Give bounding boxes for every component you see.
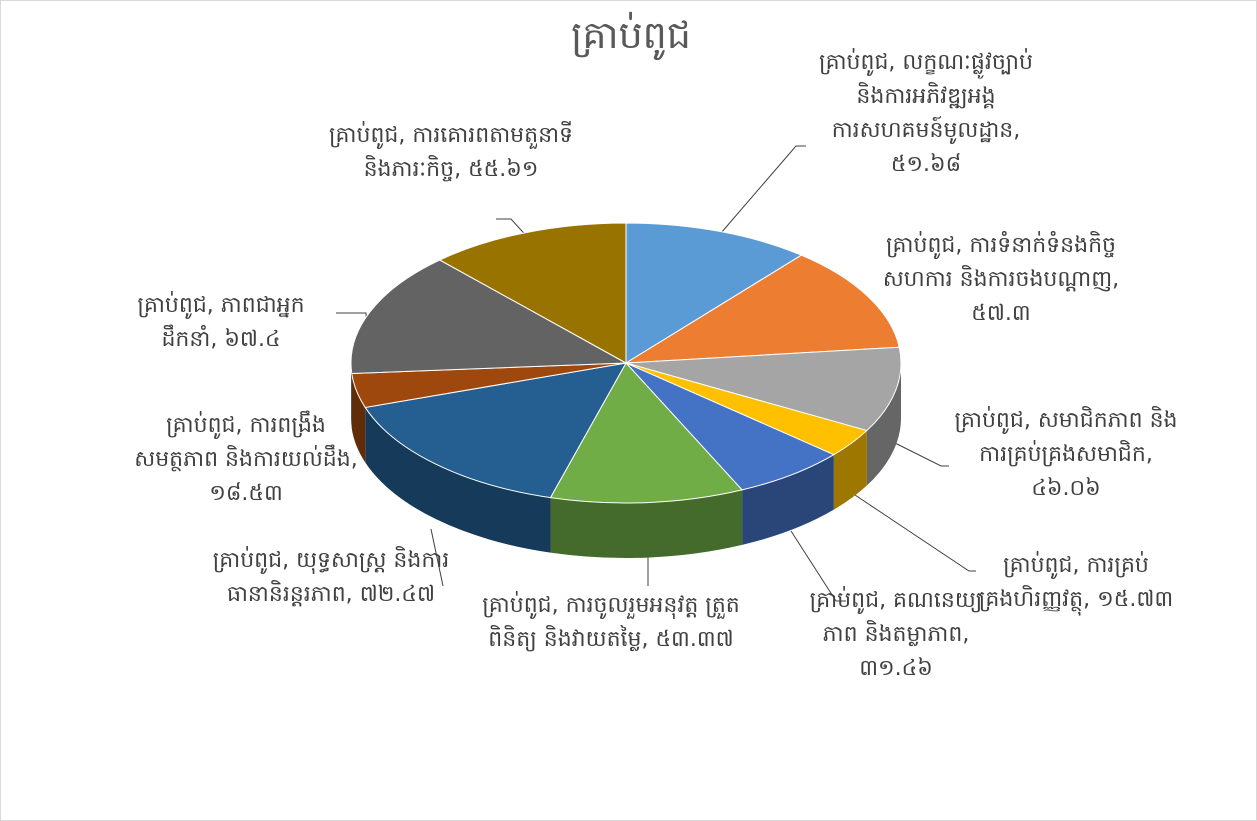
data-label: គ្រាប់ពូជ, យុទ្ធសាស្ត្រ និងការធានានិរន្ត… <box>211 544 451 612</box>
pie-side <box>742 454 834 545</box>
pie-slice <box>549 362 744 504</box>
pie-side <box>351 363 352 429</box>
chart-title: គ្រាប់ពូជ <box>571 13 691 57</box>
data-label: គ្រាប់ពូជ, គណនេយ្យភាព និងតម្លាភាព, ៣១.៤៦ <box>796 584 996 686</box>
value-label: ៤៦.០៦ <box>1031 476 1101 501</box>
pie-side <box>351 373 366 463</box>
leader-line <box>848 490 976 572</box>
data-label: គ្រាប់ពូជ, ការទំនាក់ទំនងកិច្ចសហការ និងកា… <box>876 229 1126 331</box>
category-label: គ្រាប់ពូជ, ការគ្រប់គ្រងហិរញ្ញវត្ថុ, <box>978 553 1149 612</box>
category-label: គ្រាប់ពូជ, ភាពជាអ្នកដឹកនាំ, <box>137 293 305 352</box>
data-label: គ្រាប់ពូជ, ការគ្រប់គ្រងហិរញ្ញវត្ថុ, ១៥.៧… <box>969 549 1184 617</box>
category-label: គ្រាប់ពូជ, គណនេយ្យភាព និងតម្លាភាព, <box>809 588 983 647</box>
pie-slice <box>625 222 803 364</box>
data-label: គ្រាប់ពូជ, ភាពជាអ្នកដឹកនាំ, ៦៧.៤ <box>116 289 326 357</box>
pie-side <box>365 407 551 553</box>
value-label: ៣១.៤៦ <box>859 656 933 681</box>
pie-side <box>833 430 867 510</box>
data-label: គ្រាប់ពូជ, លក្ខណៈផ្លូវច្បាប់និងការអភិវឌ្… <box>811 46 1041 182</box>
data-label: គ្រាប់ពូជ, ការគោរពតាមតួនាទី និងភារៈកិច្ច… <box>326 119 576 187</box>
value-label: ១៥.៧៣ <box>1097 587 1174 612</box>
value-label: ៥១.៦៨ <box>890 152 962 177</box>
pie-slice <box>350 259 628 375</box>
data-label: គ្រាប់ពូជ, ការចូលរួមអនុវត្ត ត្រួតពិនិត្យ… <box>481 589 741 657</box>
pie-slice <box>625 362 835 491</box>
category-label: គ្រាប់ពូជ, ការគោរពតាមតួនាទី និងភារៈកិច្ច… <box>329 123 573 182</box>
data-label: គ្រាប់ពូជ, សមាជិកភាព និងការគ្រប់គ្រងសមាជ… <box>951 404 1181 506</box>
leader-line <box>430 528 444 587</box>
value-label: ៥៧.៣ <box>971 301 1031 326</box>
leader-line <box>890 440 949 467</box>
category-label: គ្រាប់ពូជ, ការពង្រឹងសមត្ថភាព និងការយល់ដឹ… <box>134 413 358 472</box>
category-label: គ្រាប់ពូជ, លក្ខណៈផ្លូវច្បាប់និងការអភិវឌ្… <box>819 50 1033 143</box>
category-label: គ្រាប់ពូជ, ការទំនាក់ទំនងកិច្ចសហការ និងកា… <box>882 233 1120 292</box>
category-label: គ្រាប់ពូជ, សមាជិកភាព និងការគ្រប់គ្រងសមាជ… <box>954 408 1178 467</box>
pie-side <box>866 363 901 486</box>
category-label: គ្រាប់ពូជ, ការចូលរួមអនុវត្ត ត្រួតពិនិត្យ… <box>482 593 740 652</box>
value-label: ១៨.៥៣ <box>209 481 283 506</box>
value-label: ៦៧.៤ <box>224 327 281 352</box>
pie-slice <box>438 222 627 364</box>
value-label: ៥៥.៦១ <box>468 157 539 182</box>
pie-slice <box>625 346 902 432</box>
data-label: គ្រាប់ពូជ, ការពង្រឹងសមត្ថភាព និងការយល់ដឹ… <box>126 409 366 511</box>
leader-line <box>720 145 806 234</box>
value-label: ៥៣.៣៧ <box>655 627 734 652</box>
value-label: ៧២.៤៧ <box>359 582 436 607</box>
pie-slice <box>625 254 900 364</box>
leader-line <box>790 530 846 602</box>
category-label: គ្រាប់ពូជ, យុទ្ធសាស្ត្រ និងការធានានិរន្ត… <box>212 548 450 607</box>
pie-side <box>550 489 743 559</box>
